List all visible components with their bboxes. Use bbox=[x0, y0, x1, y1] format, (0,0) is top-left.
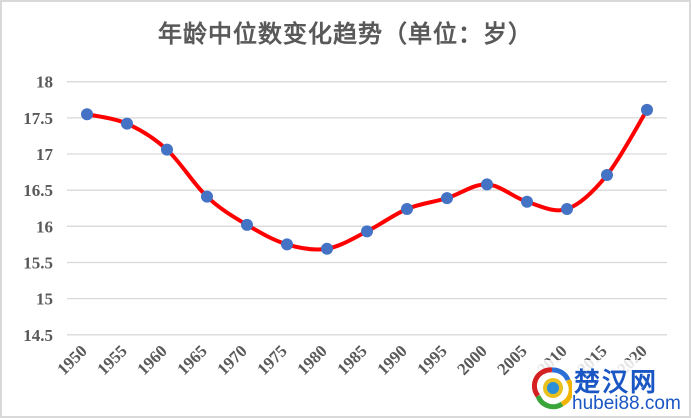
data-point-marker bbox=[401, 202, 413, 215]
gridlines bbox=[67, 81, 667, 336]
data-point-marker bbox=[201, 190, 213, 203]
data-point-marker bbox=[521, 195, 533, 208]
x-tick-label: 1960 bbox=[133, 341, 170, 378]
x-tick-label: 1980 bbox=[293, 341, 330, 378]
data-point-marker bbox=[441, 192, 453, 205]
y-tick-label: 15.5 bbox=[23, 253, 53, 272]
data-point-marker bbox=[561, 202, 573, 215]
y-tick-label: 15 bbox=[36, 290, 53, 309]
x-tick-label: 2005 bbox=[493, 341, 530, 378]
data-point-marker bbox=[121, 117, 133, 130]
y-tick-label: 18 bbox=[36, 73, 53, 92]
chart-title: 年龄中位数变化趋势（单位：岁） bbox=[158, 19, 533, 48]
globe-logo-icon bbox=[532, 367, 572, 410]
y-tick-label: 16 bbox=[36, 217, 53, 236]
x-tick-label: 1950 bbox=[53, 341, 90, 378]
data-point-marker bbox=[641, 103, 653, 116]
data-point-marker bbox=[481, 178, 493, 191]
x-tick-label: 1965 bbox=[173, 341, 210, 378]
watermark: 楚汉网 hubei88.com bbox=[530, 360, 688, 416]
data-point-marker bbox=[601, 168, 613, 181]
watermark-url: hubei88.com bbox=[572, 393, 681, 414]
x-tick-label: 1955 bbox=[93, 341, 130, 378]
x-tick-label: 1990 bbox=[373, 341, 410, 378]
y-axis-labels: 14.5 15 15.5 16 16.5 17 17.5 18 bbox=[23, 73, 53, 345]
data-point-marker bbox=[281, 238, 293, 251]
data-point-marker bbox=[161, 143, 173, 156]
x-tick-label: 1985 bbox=[333, 341, 370, 378]
y-tick-label: 17 bbox=[36, 145, 54, 164]
y-tick-label: 14.5 bbox=[23, 326, 53, 345]
y-tick-label: 16.5 bbox=[23, 181, 53, 200]
data-markers bbox=[81, 103, 653, 255]
y-tick-label: 17.5 bbox=[23, 109, 53, 128]
x-tick-label: 1975 bbox=[253, 341, 290, 378]
data-point-marker bbox=[361, 225, 373, 238]
data-point-marker bbox=[321, 242, 333, 255]
watermark-brand: 楚汉网 bbox=[574, 368, 659, 398]
data-point-marker bbox=[81, 108, 93, 121]
x-tick-label: 2000 bbox=[453, 341, 490, 378]
data-point-marker bbox=[241, 218, 253, 231]
x-tick-label: 1995 bbox=[413, 341, 450, 378]
x-tick-label: 1970 bbox=[213, 341, 250, 378]
